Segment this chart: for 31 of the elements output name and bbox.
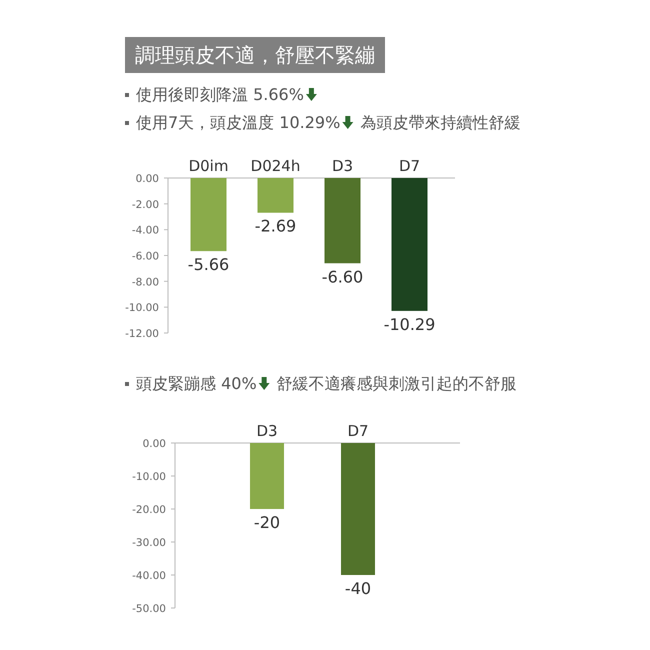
text: 舒緩不適癢感與刺激引起的不舒服 [276,374,517,393]
y-tick-label: -12.00 [125,328,159,340]
y-tick-label: -6.00 [132,250,159,262]
x-tick-label: D0im [188,157,228,175]
y-tick-label: -20.00 [132,504,166,516]
y-tick-label: -50.00 [132,603,166,615]
y-tick-label: -4.00 [132,224,159,237]
data-label: -5.66 [188,255,230,274]
x-tick-label: D7 [347,422,369,440]
x-tick-label: D024h [250,157,300,175]
x-tick-label: D3 [332,157,354,175]
y-tick-label: 0.00 [142,438,166,450]
y-tick-label: -10.00 [125,302,159,314]
y-tick-label: -40.00 [132,570,166,582]
chart-title: 調理頭皮不適，舒壓不緊繃 [135,43,375,67]
data-label: -2.69 [254,216,296,236]
data-label: -40 [344,579,372,598]
y-tick-label: 0.00 [136,173,159,185]
text: 使用後即刻降溫 5.66% [136,85,304,104]
data-label: -10.29 [384,314,436,334]
text: 為頭皮帶來持續性舒緩 [360,113,520,132]
text: 使用7天，頭皮溫度 10.29% [136,113,340,132]
text: 頭皮緊蹦感 40% [136,374,257,393]
y-tick-label: -2.00 [132,198,159,211]
y-tick-label: -30.00 [132,537,166,549]
y-tick-label: -10.00 [132,471,166,483]
y-tick-label: -8.00 [132,276,159,288]
x-tick-label: D3 [256,422,278,440]
x-tick-label: D7 [398,157,420,175]
data-label: -6.60 [322,267,364,286]
data-label: -20 [254,513,280,532]
